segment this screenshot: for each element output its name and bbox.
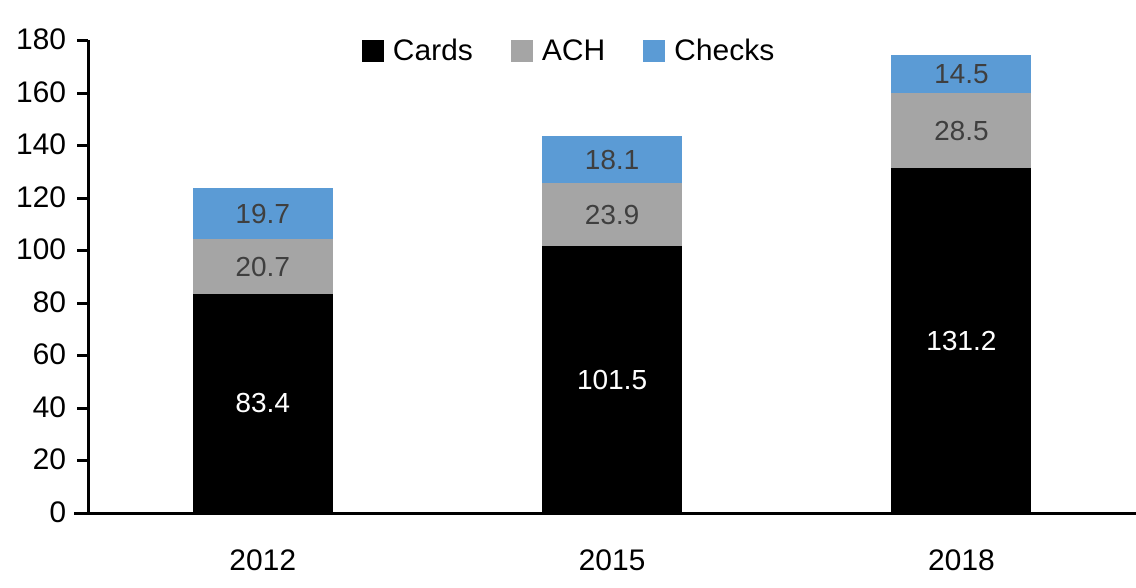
data-label: 83.4 bbox=[235, 387, 290, 419]
checks-swatch-icon bbox=[643, 40, 666, 62]
legend-label-cards: Cards bbox=[392, 34, 473, 67]
data-label: 18.1 bbox=[584, 143, 640, 175]
bar-segment-checks-2018: 14.5 bbox=[891, 55, 1032, 94]
y-tick-label: 80 bbox=[32, 285, 66, 319]
legend-item-cards: Cards bbox=[361, 34, 473, 67]
data-label: 101.5 bbox=[576, 363, 648, 395]
y-tick-mark bbox=[77, 249, 88, 253]
bar-segment-cards-2012: 83.4 bbox=[192, 293, 333, 513]
bar-segment-cards-2015: 101.5 bbox=[542, 246, 682, 513]
y-tick-mark bbox=[77, 196, 88, 200]
data-label: 131.2 bbox=[926, 324, 997, 356]
y-tick-mark bbox=[77, 39, 88, 42]
y-tick-label: 140 bbox=[15, 128, 66, 162]
legend-item-ach: ACH bbox=[510, 34, 606, 67]
y-tick-mark bbox=[77, 91, 88, 95]
y-tick-label: 160 bbox=[15, 75, 66, 109]
y-tick-label: 180 bbox=[15, 23, 66, 56]
bar-segment-ach-2018: 28.5 bbox=[891, 93, 1032, 169]
y-tick-label: 20 bbox=[32, 443, 66, 477]
x-tick-label-2012: 2012 bbox=[229, 544, 297, 577]
bar-segment-ach-2015: 23.9 bbox=[542, 183, 682, 247]
y-tick-label: 60 bbox=[32, 338, 66, 372]
y-axis-line bbox=[87, 40, 90, 515]
y-tick-label: 120 bbox=[15, 180, 66, 214]
y-tick-label: 0 bbox=[49, 496, 66, 529]
y-tick-mark bbox=[77, 354, 88, 358]
y-tick-label: 100 bbox=[15, 233, 66, 267]
x-tick-label-2015: 2015 bbox=[578, 544, 646, 577]
data-label: 28.5 bbox=[934, 114, 989, 146]
y-tick-mark bbox=[77, 144, 88, 148]
ach-swatch-icon bbox=[510, 40, 533, 62]
data-label: 19.7 bbox=[235, 197, 290, 229]
data-label: 20.7 bbox=[235, 250, 290, 282]
legend-item-checks: Checks bbox=[643, 34, 775, 67]
data-label: 14.5 bbox=[934, 58, 989, 90]
y-tick-mark bbox=[77, 459, 88, 463]
bar-segment-checks-2012: 19.7 bbox=[192, 187, 333, 240]
bar-segment-checks-2015: 18.1 bbox=[542, 135, 682, 184]
y-tick-mark bbox=[77, 301, 88, 305]
bar-segment-cards-2018: 131.2 bbox=[891, 168, 1032, 513]
bar-segment-ach-2012: 20.7 bbox=[192, 239, 333, 294]
x-tick-label-2018: 2018 bbox=[927, 544, 995, 577]
x-axis-line bbox=[74, 512, 1136, 515]
data-label: 23.9 bbox=[584, 198, 640, 230]
y-tick-mark bbox=[77, 406, 88, 410]
cards-swatch-icon bbox=[361, 40, 384, 62]
legend-label-ach: ACH bbox=[541, 34, 606, 67]
legend-label-checks: Checks bbox=[674, 34, 775, 67]
y-tick-mark bbox=[77, 512, 88, 515]
y-tick-label: 40 bbox=[32, 390, 66, 424]
